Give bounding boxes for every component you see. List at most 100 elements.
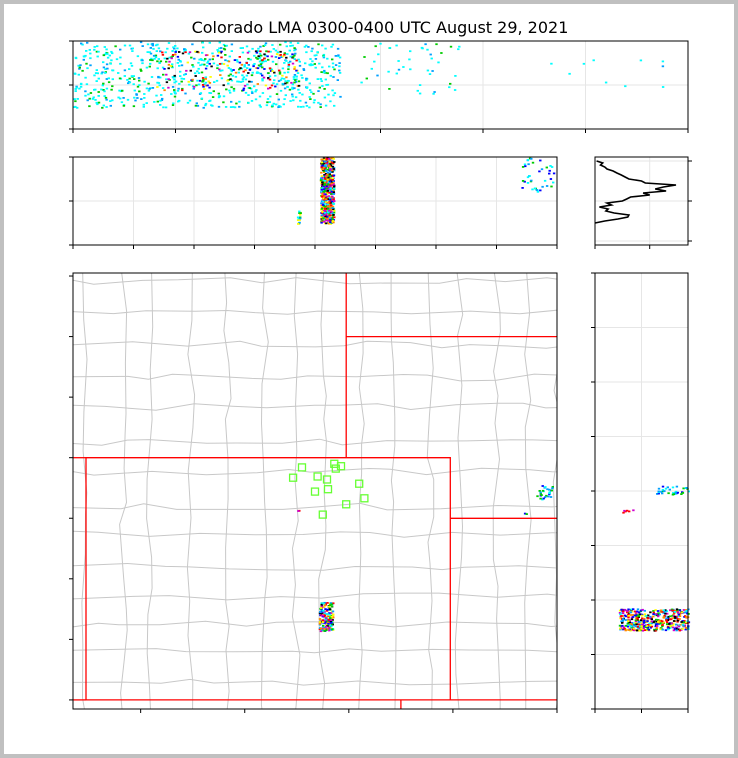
time-height-source-point [239, 67, 242, 69]
time-height-source-point [320, 71, 323, 73]
time-height-source-point [261, 78, 264, 80]
time-height-source-point [180, 77, 183, 80]
county-line [73, 502, 557, 511]
ns-source-point [681, 492, 685, 494]
time-height-source-point [171, 86, 175, 88]
county-line [146, 273, 154, 709]
time-height-source-point [279, 54, 282, 56]
time-height-source-point [255, 51, 259, 54]
time-height-source-point [218, 68, 221, 71]
ew-source-point [325, 208, 328, 211]
ns-source-point [650, 622, 654, 625]
ns-source-point [666, 628, 670, 631]
map-source-point [332, 614, 335, 616]
ns-source-point [675, 629, 678, 632]
map-source-point [327, 622, 330, 625]
time-height-source-point [261, 74, 264, 77]
ew-source-point [319, 179, 323, 182]
time-height-source-point [126, 79, 129, 81]
time-height-source-point [313, 99, 316, 101]
time-height-source-point [624, 85, 627, 88]
time-height-source-point [114, 45, 117, 48]
ns-source-point [626, 622, 630, 625]
time-height-source-point [326, 83, 330, 86]
time-height-source-point [227, 74, 231, 77]
time-height-source-point [251, 47, 254, 50]
ns-source-point [635, 623, 638, 626]
time-height-source-point [171, 55, 174, 57]
time-height-source-point [278, 57, 281, 59]
time-height-source-point [277, 80, 281, 82]
ns-source-point [627, 613, 630, 616]
ew-source-point [320, 166, 323, 169]
ns-source-point [650, 616, 653, 619]
ew-source-point [552, 172, 556, 175]
time-height-source-point [282, 83, 285, 86]
time-height-source-point [267, 50, 270, 53]
time-height-source-point [321, 66, 324, 69]
time-height-source-point [251, 71, 254, 74]
ns-source-point [627, 608, 630, 611]
ew-source-point [326, 205, 330, 208]
ns-source-point [672, 613, 675, 616]
time-height-source-point [128, 81, 132, 84]
time-height-source-point [297, 84, 301, 87]
time-height-source-point [244, 91, 248, 94]
time-height-source-point [370, 67, 373, 70]
time-height-source-point [249, 87, 253, 90]
time-height-source-point [376, 74, 379, 77]
time-height-source-point [201, 51, 204, 54]
time-height-source-point [78, 66, 81, 69]
ns-source-point [622, 610, 625, 613]
time-height-source-point [198, 58, 201, 61]
ew-source-point [326, 198, 329, 200]
time-height-source-point [79, 85, 83, 88]
ew-source-point [328, 217, 331, 220]
time-height-source-point [96, 55, 99, 58]
time-height-source-point [229, 78, 232, 81]
time-height-source-point [279, 105, 282, 108]
time-height-source-point [239, 47, 242, 49]
time-height-source-point [102, 82, 105, 85]
time-height-source-point [279, 50, 282, 53]
time-height-source-point [193, 57, 196, 60]
time-height-source-point [280, 77, 284, 80]
ns-source-point [629, 614, 632, 616]
time-height-source-point [298, 64, 302, 67]
time-height-source-point [307, 46, 310, 48]
time-height-source-point [173, 74, 176, 77]
time-height-source-point [245, 62, 248, 64]
ew-source-point [323, 193, 326, 195]
ns-source-point [655, 620, 659, 623]
ns-source-point [633, 610, 637, 613]
time-height-source-point [105, 78, 108, 80]
time-height-source-point [220, 47, 223, 49]
ns-source-point [624, 624, 627, 627]
time-height-source-point [211, 96, 215, 98]
time-height-source-point [88, 97, 91, 100]
time-height-source-point [189, 69, 192, 72]
time-height-source-point [314, 58, 318, 60]
ew-source-point [320, 214, 324, 217]
time-height-source-point [138, 84, 141, 86]
time-height-source-point [431, 70, 434, 72]
ns-source-point [619, 617, 622, 620]
time-height-source-point [82, 58, 85, 61]
time-height-source-point [157, 58, 160, 60]
map-source-point [330, 622, 334, 625]
ns-source-point [641, 619, 644, 622]
ew-source-point [324, 193, 327, 196]
county-line [73, 402, 557, 411]
time-height-source-point [287, 65, 290, 68]
time-height-source-point [305, 105, 309, 107]
time-height-source-point [224, 45, 227, 47]
time-height-source-point [283, 52, 286, 55]
ew-source-point [526, 182, 530, 184]
ns-source-point [637, 616, 640, 618]
time-height-source-point [163, 57, 166, 60]
time-height-source-point [108, 54, 111, 57]
time-height-source-point [237, 80, 241, 83]
time-height-source-point [91, 98, 95, 100]
ew-source-point [324, 159, 328, 162]
time-height-source-point [95, 50, 99, 53]
